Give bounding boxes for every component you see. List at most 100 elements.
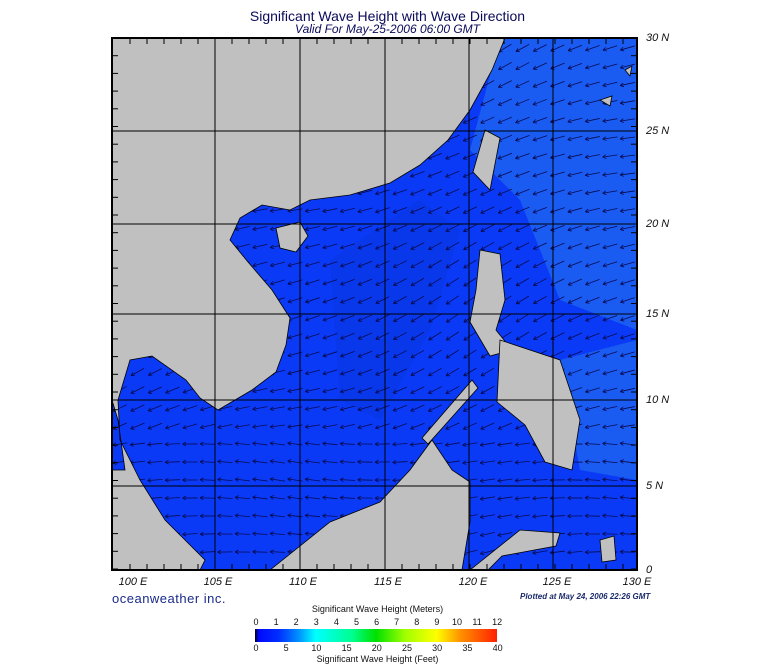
wave-arrow (619, 100, 635, 105)
wave-arrow (585, 387, 600, 394)
wave-arrow (410, 260, 425, 268)
wave-arrow (410, 206, 425, 214)
wave-arrow (515, 206, 530, 214)
wave-arrow (393, 332, 407, 340)
wave-arrow (584, 154, 600, 159)
wave-arrow (619, 82, 635, 88)
wave-arrow (497, 188, 513, 196)
wave-arrow (619, 226, 635, 232)
wave-arrow (375, 350, 390, 358)
wave-arrow (428, 259, 442, 269)
wave-arrow (304, 226, 320, 232)
wave-arrow (445, 295, 459, 305)
wave-arrow (410, 404, 425, 412)
wave-arrow (497, 514, 513, 519)
wave-arrow (479, 514, 495, 519)
wave-arrow (619, 190, 635, 195)
wave-arrow (515, 116, 530, 124)
wave-arrow (463, 367, 477, 377)
wave-arrow (304, 261, 320, 268)
wave-arrow (445, 422, 460, 430)
colorbar-tick-meters: 9 (434, 617, 440, 627)
colorbar-tick-meters: 2 (293, 617, 299, 627)
wave-arrow (234, 477, 250, 482)
wave-arrow (463, 295, 477, 305)
wave-arrow (532, 62, 547, 70)
wave-arrow (305, 351, 320, 358)
wave-arrow (479, 532, 495, 538)
wave-arrow (269, 513, 285, 518)
wave-arrow (357, 368, 373, 376)
wave-arrow (532, 153, 548, 160)
wave-arrow (480, 367, 495, 377)
wave-arrow (305, 333, 320, 340)
wave-arrow (357, 332, 373, 340)
wave-arrow (269, 388, 285, 394)
longitude-label: 125 E (542, 576, 572, 588)
wave-arrow (304, 459, 320, 464)
wave-arrow (602, 81, 618, 88)
wave-arrow (392, 224, 408, 232)
wave-arrow (164, 495, 181, 501)
wave-arrow (375, 225, 390, 232)
wave-arrow (584, 459, 601, 464)
wave-arrow (479, 442, 495, 447)
wave-arrow (462, 442, 478, 447)
wave-arrow (514, 460, 531, 465)
wave-arrow (375, 368, 390, 376)
wave-arrow (304, 387, 320, 394)
wave-arrow (217, 513, 233, 519)
colorbar (255, 629, 497, 642)
wave-arrow (305, 279, 320, 286)
wave-arrow (463, 331, 477, 341)
wave-arrow (269, 424, 285, 429)
wave-arrow (234, 441, 251, 446)
wave-arrow (428, 242, 442, 250)
wave-arrow (585, 332, 600, 340)
wave-arrow (339, 225, 355, 232)
wave-arrow (497, 206, 512, 214)
wave-arrow (584, 549, 601, 555)
wave-arrow (445, 349, 460, 359)
wave-arrow (305, 297, 320, 304)
wave-arrow (410, 224, 425, 232)
wave-arrow (392, 459, 408, 465)
wave-arrow (602, 495, 618, 500)
wave-arrow (270, 279, 285, 286)
wave-arrow (480, 116, 495, 124)
wave-arrow (165, 404, 180, 412)
wave-arrow (322, 477, 338, 482)
plotted-timestamp: Plotted at May 24, 2006 22:26 GMT (520, 592, 651, 601)
wave-arrow (217, 495, 233, 500)
wave-arrow (199, 423, 215, 430)
wave-arrow (497, 422, 513, 430)
wave-arrow (340, 278, 355, 286)
wave-arrow (532, 496, 548, 501)
wave-arrow (602, 243, 618, 250)
wave-arrow (567, 531, 583, 537)
taiwan-island (472, 129, 501, 191)
wave-arrow (497, 152, 513, 160)
colorbar-tick-feet: 10 (311, 643, 322, 653)
wave-arrow (515, 331, 530, 341)
wave-arrow (392, 260, 407, 268)
wave-arrow (269, 477, 285, 482)
wave-arrow (497, 98, 512, 106)
wave-arrow (357, 296, 373, 304)
wave-arrow (497, 442, 513, 447)
wave-arrow (514, 514, 530, 519)
wave-arrow (322, 279, 338, 286)
wave-arrow (584, 513, 601, 519)
wave-arrow (619, 118, 635, 123)
wave-arrow (567, 171, 583, 178)
wave-arrow (602, 424, 618, 430)
wave-arrow (533, 313, 547, 323)
wave-arrow (339, 207, 355, 214)
wave-arrow (322, 387, 338, 394)
longitude-label: 115 E (374, 576, 402, 588)
wave-arrow (340, 243, 355, 250)
map-title: Significant Wave Height with Wave Direct… (249, 8, 526, 24)
wave-arrow (515, 62, 530, 70)
latitude-label: 30 N (646, 32, 670, 44)
